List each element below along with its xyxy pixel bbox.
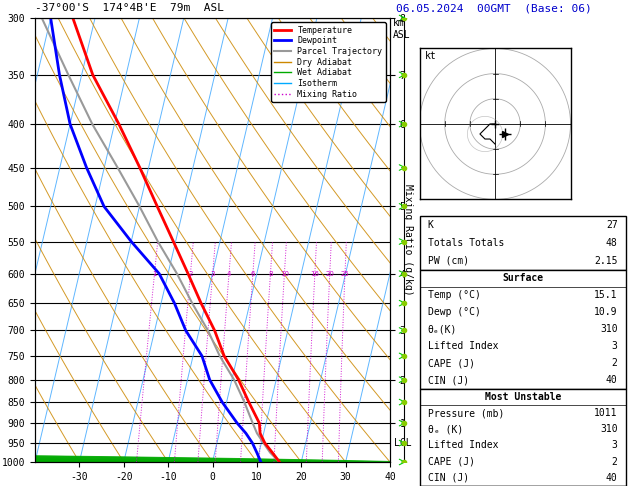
Text: Temp (°C): Temp (°C)	[428, 290, 481, 300]
Text: CAPE (J): CAPE (J)	[428, 358, 475, 368]
Text: 10: 10	[280, 271, 289, 277]
Text: 8: 8	[268, 271, 273, 277]
Text: Lifted Index: Lifted Index	[428, 341, 498, 351]
Text: kt: kt	[425, 51, 437, 61]
Text: 16: 16	[310, 271, 320, 277]
Text: -37°00'S  174°4B'E  79m  ASL: -37°00'S 174°4B'E 79m ASL	[35, 3, 224, 13]
Text: K: K	[428, 220, 433, 230]
Text: 4: 4	[227, 271, 231, 277]
Text: Dewp (°C): Dewp (°C)	[428, 307, 481, 317]
Legend: Temperature, Dewpoint, Parcel Trajectory, Dry Adiabat, Wet Adiabat, Isotherm, Mi: Temperature, Dewpoint, Parcel Trajectory…	[271, 22, 386, 102]
Text: 3: 3	[612, 341, 618, 351]
Text: LCL: LCL	[394, 438, 411, 448]
Text: Pressure (mb): Pressure (mb)	[428, 408, 504, 418]
Text: PW (cm): PW (cm)	[428, 256, 469, 266]
Text: 10.9: 10.9	[594, 307, 618, 317]
Text: 2: 2	[612, 358, 618, 368]
Text: 1011: 1011	[594, 408, 618, 418]
Text: 310: 310	[600, 424, 618, 434]
Text: 3: 3	[612, 440, 618, 451]
Text: Most Unstable: Most Unstable	[484, 392, 561, 402]
Text: 25: 25	[341, 271, 349, 277]
Text: θₑ (K): θₑ (K)	[428, 424, 463, 434]
Text: 40: 40	[606, 375, 618, 385]
Text: 20: 20	[325, 271, 334, 277]
Text: Lifted Index: Lifted Index	[428, 440, 498, 451]
Text: 40: 40	[606, 473, 618, 483]
Text: km
ASL: km ASL	[393, 18, 411, 39]
Text: 2: 2	[612, 457, 618, 467]
Text: 48: 48	[606, 238, 618, 248]
Text: CAPE (J): CAPE (J)	[428, 457, 475, 467]
Text: CIN (J): CIN (J)	[428, 375, 469, 385]
Text: θₑ(K): θₑ(K)	[428, 324, 457, 334]
Text: CIN (J): CIN (J)	[428, 473, 469, 483]
Text: Surface: Surface	[502, 273, 543, 283]
Text: Totals Totals: Totals Totals	[428, 238, 504, 248]
Text: 06.05.2024  00GMT  (Base: 06): 06.05.2024 00GMT (Base: 06)	[396, 3, 592, 13]
Y-axis label: Mixing Ratio (g/kg): Mixing Ratio (g/kg)	[403, 184, 413, 296]
Text: 15.1: 15.1	[594, 290, 618, 300]
Text: 27: 27	[606, 220, 618, 230]
Text: 2.15: 2.15	[594, 256, 618, 266]
Text: 6: 6	[250, 271, 255, 277]
Text: 1: 1	[152, 271, 157, 277]
Text: 2: 2	[188, 271, 192, 277]
Text: 310: 310	[600, 324, 618, 334]
Text: 3: 3	[211, 271, 215, 277]
